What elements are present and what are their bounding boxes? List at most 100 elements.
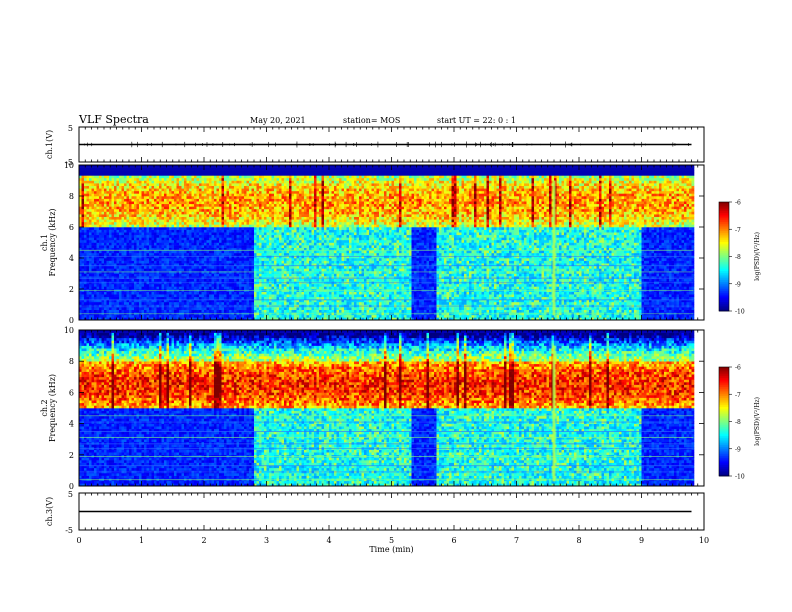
spectrogram-cell bbox=[231, 193, 235, 197]
spectrogram-cell bbox=[199, 165, 202, 168]
spectrogram-cell bbox=[171, 299, 175, 303]
spectrogram-cell bbox=[241, 239, 245, 243]
spectrogram-cell bbox=[256, 258, 260, 261]
spectrogram-cell bbox=[101, 247, 105, 251]
spectrogram-cell bbox=[81, 214, 85, 217]
spectrogram-cell bbox=[176, 278, 180, 282]
spectrogram-cell bbox=[211, 219, 215, 223]
spectrogram-cell bbox=[239, 221, 242, 225]
spectrogram-cell bbox=[174, 283, 177, 287]
spectrogram-cell bbox=[146, 291, 150, 295]
spectrogram-cell bbox=[124, 227, 127, 230]
spectrogram-cell bbox=[209, 252, 212, 256]
spectrogram-cell bbox=[176, 247, 180, 251]
spectrogram-cell bbox=[181, 283, 185, 287]
spectrogram-cell bbox=[216, 227, 220, 230]
spectrogram-cell bbox=[224, 188, 227, 192]
spectrogram-cell bbox=[101, 211, 105, 215]
spectrogram-cell bbox=[116, 276, 120, 279]
spectrogram-cell bbox=[121, 260, 125, 264]
spectrogram-cell bbox=[81, 314, 85, 318]
spectrogram-cell bbox=[274, 301, 277, 305]
spectrogram-cell bbox=[246, 219, 250, 223]
spectrogram-cell bbox=[229, 296, 232, 300]
spectrogram-cell bbox=[266, 227, 270, 230]
spectrogram-cell bbox=[204, 180, 207, 184]
spectrogram-cell bbox=[161, 165, 165, 168]
spectrogram-cell bbox=[141, 196, 145, 199]
spectrogram-cell bbox=[209, 255, 212, 259]
spectrogram-cell bbox=[94, 265, 97, 269]
spectrogram-cell bbox=[94, 250, 97, 254]
spectrogram-cell bbox=[101, 237, 105, 241]
spectrogram-cell bbox=[154, 263, 157, 267]
spectrogram-cell bbox=[116, 299, 120, 303]
spectrogram-cell bbox=[151, 165, 155, 168]
spectrogram-cell bbox=[261, 265, 265, 269]
spectrogram-cell bbox=[251, 177, 255, 181]
spectrogram-cell bbox=[79, 301, 82, 305]
spectrogram-cell bbox=[149, 208, 152, 212]
spectrogram-cell bbox=[221, 232, 225, 236]
spectrogram-cell bbox=[179, 273, 182, 277]
spectrogram-cell bbox=[91, 301, 95, 305]
spectrogram-cell bbox=[79, 188, 82, 192]
spectrogram-cell bbox=[151, 270, 155, 274]
spectrogram-cell bbox=[216, 185, 220, 189]
spectrogram-cell bbox=[96, 227, 100, 230]
spectrogram-cell bbox=[111, 206, 115, 210]
spectrogram-cell bbox=[266, 309, 270, 313]
spectrogram-cell bbox=[126, 291, 130, 295]
spectrogram-cell bbox=[234, 242, 237, 246]
spectrogram-cell bbox=[241, 170, 245, 174]
spectrogram-cell bbox=[229, 250, 232, 254]
spectrogram-cell bbox=[189, 185, 192, 189]
spectrogram-cell bbox=[81, 286, 85, 290]
spectrogram-cell bbox=[239, 286, 242, 290]
spectrogram-cell bbox=[134, 227, 137, 230]
spectrogram-cell bbox=[144, 260, 147, 264]
spectrogram-cell bbox=[189, 232, 192, 236]
spectrogram-cell bbox=[194, 237, 197, 241]
spectrogram-cell bbox=[111, 214, 115, 217]
spectrogram-cell bbox=[99, 278, 102, 282]
spectrogram-cell bbox=[249, 229, 252, 233]
spectrogram-cell bbox=[161, 211, 165, 215]
spectrogram-cell bbox=[249, 296, 252, 300]
spectrogram-cell bbox=[114, 216, 117, 220]
spectrogram-cell bbox=[194, 201, 197, 205]
spectrogram-cell bbox=[251, 260, 255, 264]
spectrogram-cell bbox=[106, 203, 110, 207]
spectrogram-cell bbox=[199, 258, 202, 261]
spectrogram-cell bbox=[104, 180, 107, 184]
spectrogram-cell bbox=[231, 232, 235, 236]
spectrogram-cell bbox=[161, 203, 165, 207]
spectrogram-cell bbox=[219, 185, 222, 189]
spectrogram-cell bbox=[164, 201, 167, 205]
spectrogram-cell bbox=[131, 229, 135, 233]
spectrogram-cell bbox=[86, 208, 90, 212]
spectrogram-cell bbox=[261, 201, 265, 205]
spectrogram-cell bbox=[176, 301, 180, 305]
spectrogram-cell bbox=[239, 265, 242, 269]
spectrogram-cell bbox=[156, 193, 160, 197]
spectrogram-cell bbox=[169, 237, 172, 241]
spectrogram-cell bbox=[119, 183, 122, 186]
spectrogram-cell bbox=[196, 167, 200, 171]
spectrogram-cell bbox=[111, 188, 115, 192]
spectrogram-cell bbox=[241, 283, 245, 287]
spectrogram-cell bbox=[81, 172, 85, 176]
spectrogram-cell bbox=[191, 211, 195, 215]
spectrogram-cell bbox=[146, 250, 150, 254]
spectrogram-cell bbox=[91, 255, 95, 259]
spectrogram-cell bbox=[201, 170, 205, 174]
spectrogram-cell bbox=[81, 170, 85, 174]
spectrogram-cell bbox=[139, 224, 142, 228]
spectrogram-cell bbox=[79, 314, 82, 318]
spectrogram-cell bbox=[236, 307, 240, 310]
spectrogram-cell bbox=[164, 196, 167, 199]
spectrogram-cell bbox=[144, 165, 147, 168]
spectrogram-cell bbox=[179, 314, 182, 318]
spectrogram-cell bbox=[136, 234, 140, 238]
spectrogram-cell bbox=[196, 294, 200, 298]
